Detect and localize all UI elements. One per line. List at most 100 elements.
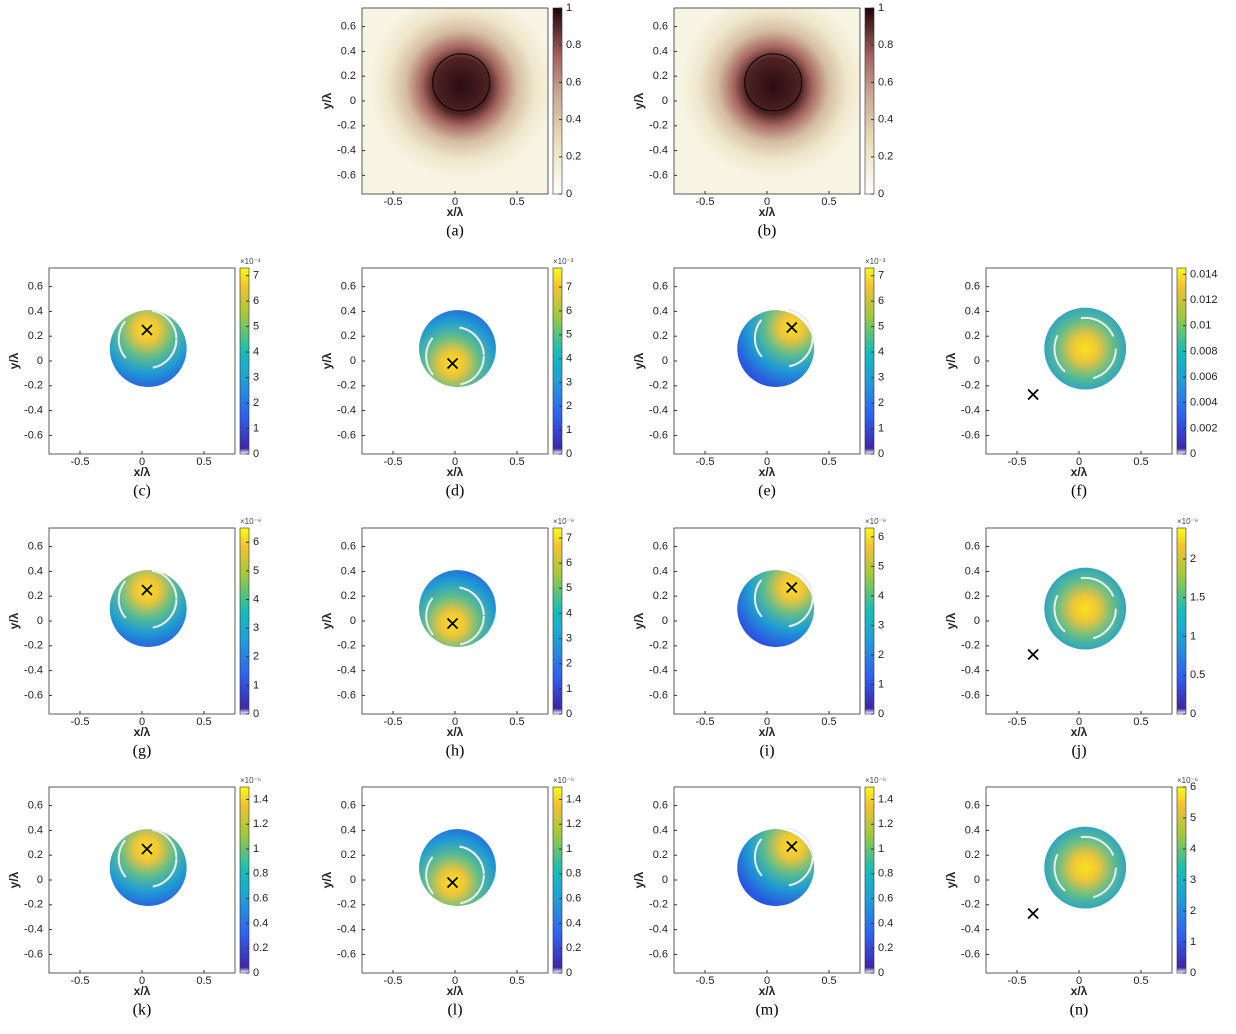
y-tick-label: 0 — [662, 95, 668, 107]
y-tick-label: -0.4 — [337, 145, 356, 157]
colorbar — [239, 267, 250, 455]
colorbar-tick-label: 1 — [566, 843, 572, 855]
x-tick-label: -0.5 — [1008, 716, 1027, 728]
colorbar-tick-label: 2 — [1190, 905, 1196, 917]
colorbar-tick-label: 0 — [566, 188, 572, 200]
y-tick-label: 0.2 — [653, 330, 668, 342]
y-axis-label: y/λ — [7, 352, 21, 369]
y-tick-label: -0.4 — [961, 665, 980, 677]
marker — [141, 324, 153, 336]
colorbar-tick-label: 2 — [878, 649, 884, 661]
null-band — [425, 845, 485, 905]
colorbar-tick-label: 0.4 — [253, 917, 268, 929]
null-band — [1053, 576, 1117, 641]
panel: -0.5 0 0.5 -0.6 -0.4 -0.2 0 0.2 0.4 0.6 x/λ y/λ (a) 0… — [320, 2, 581, 240]
colorbar-tick-label: 1.2 — [878, 818, 893, 830]
y-tick-label: 0.2 — [28, 330, 43, 342]
colorbar-tick-label: 1 — [566, 2, 572, 14]
x-tick-label: -0.5 — [696, 975, 715, 987]
x-tick-label: -0.5 — [71, 975, 90, 987]
colorbar-tick-label: 5 — [566, 329, 572, 341]
y-tick-label: 0.2 — [653, 590, 668, 602]
panel-label: (a) — [446, 223, 464, 240]
colorbar-tick-label: 0.01 — [1190, 320, 1211, 332]
y-tick-label: 0.2 — [965, 590, 980, 602]
y-tick-label: -0.2 — [649, 120, 668, 132]
panel-label: (e) — [758, 483, 776, 500]
y-tick-label: 0.2 — [28, 590, 43, 602]
colorbar-tick-label: 3 — [566, 633, 572, 645]
y-tick-label: 0.2 — [341, 330, 356, 342]
panel: -0.5 0 0.5 -0.6 -0.4 -0.2 0 0.2 0.4 0.6 x/λ y/λ (k) 0… — [7, 776, 268, 1019]
y-tick-label: -0.6 — [337, 948, 356, 960]
colorbar-tick-label: 5 — [566, 582, 572, 594]
y-tick-label: -0.2 — [337, 120, 356, 132]
panel-label: (h) — [446, 743, 465, 760]
colorbar — [552, 267, 563, 455]
x-tick-label: 0.5 — [196, 716, 211, 728]
heatmap — [737, 829, 815, 907]
x-axis-label: x/λ — [1071, 984, 1088, 998]
y-tick-label: 0.4 — [341, 824, 356, 836]
colorbar — [1176, 267, 1187, 455]
y-axis-label: y/λ — [632, 871, 646, 888]
marker — [786, 321, 798, 334]
colorbar-tick-label: 2 — [253, 397, 259, 409]
colorbar-tick-label: 0.006 — [1190, 371, 1218, 383]
colorbar-tick-label: 0 — [878, 448, 884, 460]
y-axis-label: y/λ — [632, 612, 646, 629]
colorbar-tick-label: 0.4 — [878, 114, 893, 126]
colorbar-tick-label: 1 — [566, 683, 572, 695]
x-axis-label: x/λ — [134, 984, 151, 998]
colorbar-tick-label: 3 — [253, 622, 259, 634]
x-tick-label: 0.5 — [821, 975, 836, 987]
null-band — [1053, 835, 1117, 900]
colorbar-tick-label: 5 — [253, 321, 259, 333]
y-axis-label: y/λ — [7, 871, 21, 888]
marker-stroke — [446, 876, 459, 889]
x-tick-label: 0 — [1076, 975, 1082, 987]
colorbar-tick-label: 0.8 — [878, 39, 893, 51]
y-tick-label: -0.6 — [337, 169, 356, 181]
marker — [786, 840, 798, 853]
colorbar-tick-label: 6 — [253, 536, 259, 548]
y-tick-label: 0.2 — [341, 849, 356, 861]
panel-label: (k) — [133, 1002, 152, 1019]
colorbar-tick-label: 1 — [878, 843, 884, 855]
y-tick-label: 0 — [974, 615, 980, 627]
x-axis-label: x/λ — [447, 205, 464, 219]
x-tick-label: 0.5 — [196, 975, 211, 987]
y-tick-label: -0.4 — [649, 924, 668, 936]
y-tick-label: 0 — [662, 355, 668, 367]
colorbar-tick-label: 1.4 — [566, 793, 581, 805]
colorbar-exponent: ×10⁻⁶ — [1177, 776, 1198, 785]
colorbar-tick-label: 0.8 — [566, 868, 581, 880]
panel: -0.5 0 0.5 -0.6 -0.4 -0.2 0 0.2 0.4 0.6 x/λ y/λ (h) 0… — [320, 517, 574, 760]
colorbar-tick-label: 1 — [878, 678, 884, 690]
y-tick-label: -0.6 — [961, 948, 980, 960]
colorbar — [552, 7, 563, 195]
y-tick-label: 0.2 — [28, 849, 43, 861]
colorbar-exponent: ×10⁻⁵ — [865, 776, 886, 785]
x-axis-label: x/λ — [759, 465, 776, 479]
x-tick-label: 0.5 — [509, 196, 524, 208]
y-tick-label: -0.4 — [649, 405, 668, 417]
colorbar — [1176, 527, 1187, 715]
colorbar-tick-label: 5 — [878, 321, 884, 333]
colorbar-tick-label: 0 — [566, 708, 572, 720]
colorbar-tick-label: 4 — [566, 607, 572, 619]
marker-stroke — [141, 843, 153, 855]
x-tick-label: 0.5 — [196, 456, 211, 468]
y-tick-label: -0.4 — [961, 405, 980, 417]
colorbar-tick-label: 5 — [253, 565, 259, 577]
x-tick-label: -0.5 — [384, 975, 403, 987]
colorbar-tick-label: 1.5 — [1190, 592, 1205, 604]
y-tick-label: 0.4 — [965, 305, 980, 317]
y-tick-label: -0.2 — [24, 899, 43, 911]
panel: -0.5 0 0.5 -0.6 -0.4 -0.2 0 0.2 0.4 0.6 x/λ y/λ (g) 0… — [7, 517, 261, 760]
x-tick-label: 0.5 — [509, 716, 524, 728]
marker — [446, 876, 459, 889]
colorbar-exponent: ×10⁻⁶ — [553, 517, 574, 526]
panel: -0.5 0 0.5 -0.6 -0.4 -0.2 0 0.2 0.4 0.6 x/λ y/λ (m) 0… — [632, 776, 893, 1019]
